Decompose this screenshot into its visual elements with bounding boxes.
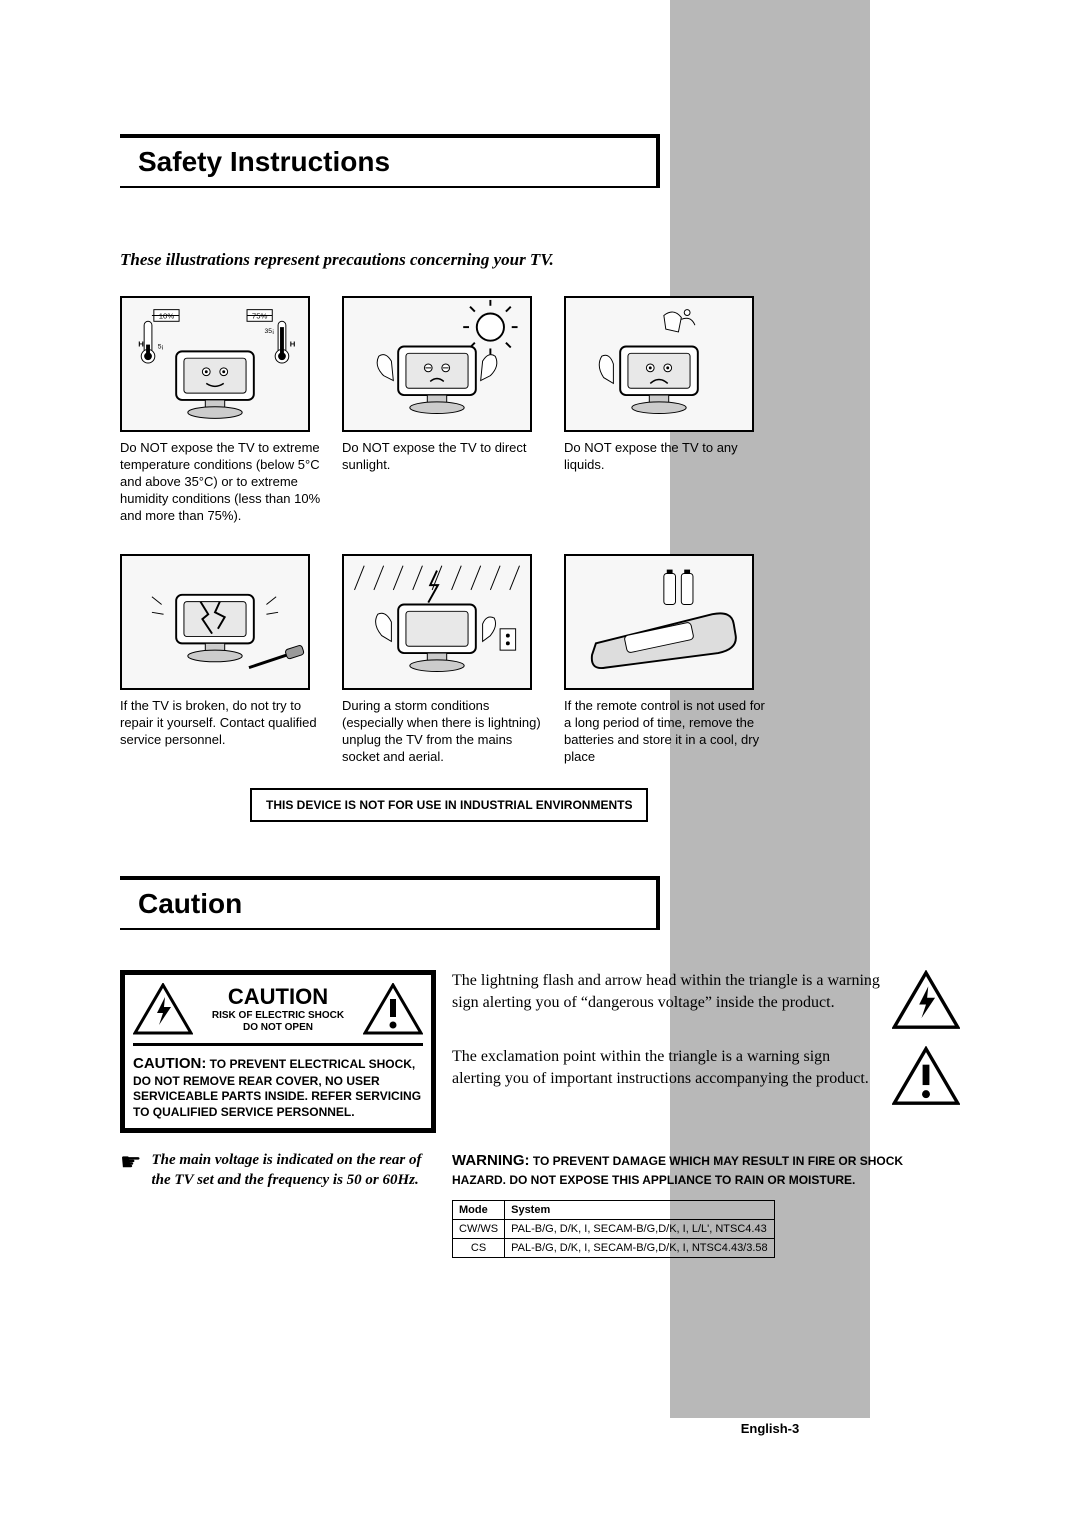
caution-descriptions: The lightning flash and arrow head withi… bbox=[452, 970, 960, 1122]
illus-cell-remote: If the remote control is not used for a … bbox=[564, 554, 774, 766]
mode-system-table: Mode System CW/WS PAL-B/G, D/K, I, SECAM… bbox=[452, 1200, 775, 1258]
caution-header: Caution bbox=[120, 876, 660, 930]
lightning-description: The lightning flash and arrow head withi… bbox=[452, 970, 880, 1030]
illus-cell-sunlight: Do NOT expose the TV to direct sunlight. bbox=[342, 296, 552, 524]
caution-box-body: CAUTION: TO PREVENT ELECTRICAL SHOCK, DO… bbox=[133, 1054, 423, 1120]
caption-broken: If the TV is broken, do not try to repai… bbox=[120, 698, 330, 749]
svg-text:35¡: 35¡ bbox=[265, 328, 275, 335]
caption-temperature: Do NOT expose the TV to extreme temperat… bbox=[120, 440, 330, 524]
voltage-note: The main voltage is indicated on the rea… bbox=[152, 1151, 436, 1190]
illustration-grid: 10% 75% H H 5¡ 35¡ Do NOT expose the TV … bbox=[120, 296, 960, 766]
illus-cell-liquids: Do NOT expose the TV to any liquids. bbox=[564, 296, 774, 524]
caption-liquids: Do NOT expose the TV to any liquids. bbox=[564, 440, 774, 474]
illus-broken bbox=[120, 554, 310, 690]
warning-text: WARNING: TO PREVENT DAMAGE WHICH MAY RES… bbox=[452, 1151, 960, 1187]
exclamation-triangle-icon bbox=[892, 1046, 960, 1106]
safety-intro: These illustrations represent precaution… bbox=[120, 250, 960, 270]
svg-text:H: H bbox=[138, 340, 144, 349]
table-header-row: Mode System bbox=[453, 1200, 775, 1219]
pointing-hand-icon: ☛ bbox=[120, 1151, 142, 1175]
caution-box-heading: CAUTION RISK OF ELECTRIC SHOCK DO NOT OP… bbox=[199, 984, 357, 1034]
warning-block: WARNING: TO PREVENT DAMAGE WHICH MAY RES… bbox=[452, 1151, 960, 1257]
illus-storm bbox=[342, 554, 532, 690]
illus-temperature: 10% 75% H H 5¡ 35¡ bbox=[120, 296, 310, 432]
illus-sunlight bbox=[342, 296, 532, 432]
caption-storm: During a storm conditions (especially wh… bbox=[342, 698, 552, 766]
exclamation-triangle-icon bbox=[363, 983, 423, 1035]
table-header-system: System bbox=[505, 1200, 775, 1219]
safety-header: Safety Instructions bbox=[120, 134, 660, 188]
illus-cell-temperature: 10% 75% H H 5¡ 35¡ Do NOT expose the TV … bbox=[120, 296, 330, 524]
caution-box: CAUTION RISK OF ELECTRIC SHOCK DO NOT OP… bbox=[120, 970, 436, 1133]
exclaim-description-row: The exclamation point within the triangl… bbox=[452, 1046, 960, 1106]
caution-title: Caution bbox=[138, 888, 638, 920]
illus-cell-broken: If the TV is broken, do not try to repai… bbox=[120, 554, 330, 766]
illus-remote bbox=[564, 554, 754, 690]
caution-row: CAUTION RISK OF ELECTRIC SHOCK DO NOT OP… bbox=[120, 970, 960, 1133]
svg-text:5¡: 5¡ bbox=[158, 343, 164, 350]
industrial-notice: THIS DEVICE IS NOT FOR USE IN INDUSTRIAL… bbox=[250, 788, 648, 822]
caption-remote: If the remote control is not used for a … bbox=[564, 698, 774, 766]
voltage-note-row: ☛ The main voltage is indicated on the r… bbox=[120, 1151, 436, 1257]
exclaim-description: The exclamation point within the triangl… bbox=[452, 1046, 880, 1106]
table-header-mode: Mode bbox=[453, 1200, 505, 1219]
illus-cell-storm: During a storm conditions (especially wh… bbox=[342, 554, 552, 766]
lower-row: ☛ The main voltage is indicated on the r… bbox=[120, 1151, 960, 1257]
content-area: Safety Instructions These illustrations … bbox=[0, 0, 1080, 1258]
safety-title: Safety Instructions bbox=[138, 146, 638, 178]
caution-section: Caution CAUTION RISK OF ELECTRIC SHOCK D… bbox=[120, 876, 960, 1258]
lightning-triangle-icon bbox=[133, 983, 193, 1035]
lightning-triangle-icon bbox=[892, 970, 960, 1030]
caution-box-top: CAUTION RISK OF ELECTRIC SHOCK DO NOT OP… bbox=[133, 983, 423, 1046]
page-footer: English-3 bbox=[670, 1421, 870, 1436]
page: Safety Instructions These illustrations … bbox=[0, 0, 1080, 1528]
caption-sunlight: Do NOT expose the TV to direct sunlight. bbox=[342, 440, 552, 474]
illus-liquids bbox=[564, 296, 754, 432]
table-row: CS PAL-B/G, D/K, I, SECAM-B/G,D/K, I, NT… bbox=[453, 1238, 775, 1257]
svg-text:H: H bbox=[290, 340, 296, 349]
lightning-description-row: The lightning flash and arrow head withi… bbox=[452, 970, 960, 1030]
table-row: CW/WS PAL-B/G, D/K, I, SECAM-B/G,D/K, I,… bbox=[453, 1219, 775, 1238]
